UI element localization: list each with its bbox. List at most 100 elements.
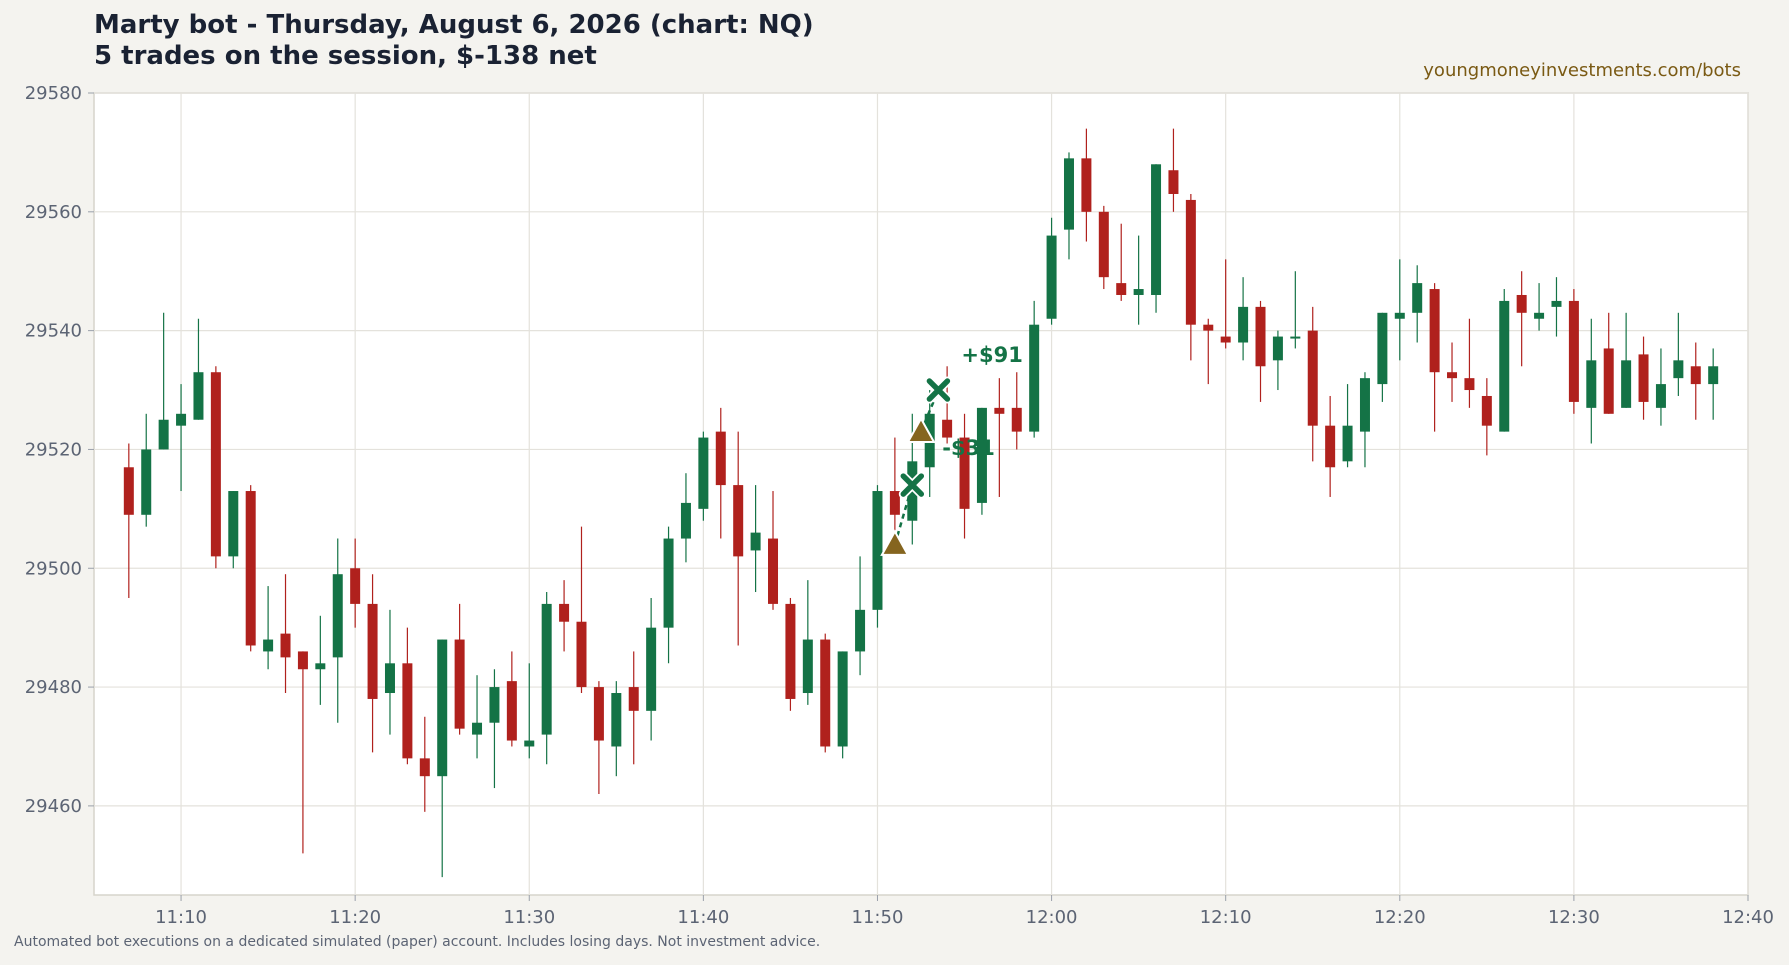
candle-body [1621, 360, 1632, 408]
candle [1133, 235, 1144, 325]
candle-body [785, 603, 796, 699]
candle [141, 413, 152, 527]
candle-body [802, 639, 813, 694]
candle [959, 413, 970, 539]
trade: -$31 [880, 436, 995, 556]
trade-pnl-label: +$91 [961, 343, 1022, 367]
candle [384, 609, 395, 735]
grid-lines [94, 92, 1749, 895]
candle-body [1412, 283, 1423, 313]
candle [646, 597, 657, 741]
candle [158, 312, 169, 450]
site-url: youngmoneyinvestments.com/bots [1423, 60, 1741, 81]
candle-body [1481, 395, 1492, 426]
candle [123, 443, 134, 598]
candle-body [1238, 306, 1249, 343]
trade-exit-marker [900, 473, 925, 497]
candle [1307, 306, 1318, 462]
candle [994, 378, 1005, 497]
candle-body [472, 722, 483, 735]
candle-body [663, 538, 674, 628]
candle [1586, 318, 1597, 444]
y-tick-label: 29560 [25, 202, 82, 223]
candle-body [1568, 300, 1579, 402]
candle [472, 675, 483, 759]
candle-body [1325, 425, 1336, 468]
candle [1151, 164, 1162, 313]
candle-body [976, 407, 987, 503]
y-tick-label: 29540 [25, 321, 82, 342]
candle [1621, 312, 1632, 408]
x-tick-label: 12:00 [1026, 907, 1078, 928]
candle [889, 437, 900, 539]
y-tick-label: 29500 [25, 558, 82, 579]
trade-exit-marker [926, 378, 951, 402]
candle-body [628, 687, 639, 711]
candle [193, 318, 204, 420]
candle-body [1133, 289, 1144, 295]
title-line-1: Marty bot - Thursday, August 6, 2026 (ch… [94, 10, 814, 40]
trade-entry-marker [906, 416, 936, 444]
x-tick-label: 11:50 [852, 907, 904, 928]
candle-body [872, 491, 883, 610]
candle [1690, 342, 1701, 420]
candle [524, 663, 535, 759]
candle [1098, 205, 1109, 290]
candle [315, 615, 326, 705]
trade-pnl-label: -$31 [942, 436, 995, 460]
candle-body [750, 532, 761, 551]
candle-body [1516, 294, 1527, 313]
candle [576, 526, 587, 694]
candle [872, 485, 883, 628]
candle-body [1185, 199, 1196, 325]
candle [176, 384, 187, 492]
candle-body [123, 467, 134, 515]
candle [402, 627, 413, 765]
title-line-2: 5 trades on the session, $-138 net [94, 41, 597, 71]
candle [1412, 265, 1423, 343]
x-tick-label: 12:30 [1548, 907, 1600, 928]
y-tick-label: 29580 [25, 83, 82, 104]
disclaimer: Automated bot executions on a dedicated … [14, 934, 821, 950]
candle-body [1098, 211, 1109, 278]
candle-body [245, 491, 256, 646]
candle-body [820, 639, 831, 747]
candle-body [1116, 283, 1127, 295]
x-tick-label: 11:20 [329, 907, 381, 928]
candle [785, 597, 796, 711]
candle [1255, 300, 1266, 402]
candle-body [1342, 425, 1353, 462]
candle [1063, 152, 1074, 260]
candle [1238, 277, 1249, 361]
candle [1464, 318, 1475, 408]
candle [1708, 348, 1719, 420]
candle [228, 491, 239, 569]
candle [297, 651, 308, 854]
candle [733, 431, 744, 646]
candle-body [454, 639, 465, 729]
candle [1203, 318, 1214, 385]
candle [437, 639, 448, 878]
candle-body [959, 437, 970, 509]
candle [1359, 372, 1370, 468]
candle [1673, 312, 1684, 396]
candle-body [350, 568, 361, 604]
candle [280, 574, 291, 694]
candle-body [228, 491, 239, 557]
candle [1481, 378, 1492, 456]
y-tick-label: 29480 [25, 677, 82, 698]
candle-body [576, 621, 587, 688]
candle [1394, 259, 1405, 361]
candle-body [1447, 372, 1458, 379]
candle [820, 633, 831, 753]
candle-body [1534, 312, 1545, 319]
candle-body [1429, 289, 1440, 373]
trade: +$91 [906, 343, 1023, 444]
x-tick-label: 12:40 [1722, 907, 1774, 928]
candle-body [593, 687, 604, 741]
candle [1029, 300, 1040, 438]
candle-body [506, 681, 517, 741]
candle [628, 651, 639, 765]
candlestick-chart: 29460 29480 29500 29520 29540 29560 29580 11:1… [25, 83, 1774, 928]
candle-body [1655, 384, 1666, 408]
